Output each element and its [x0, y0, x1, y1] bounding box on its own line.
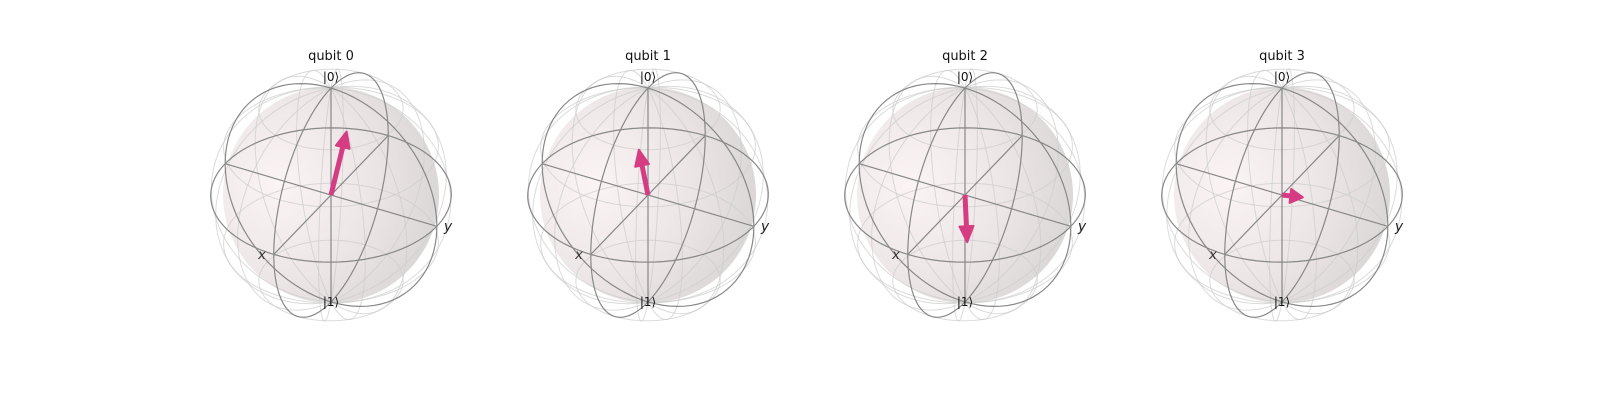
y-axis-label: y [760, 219, 770, 235]
x-axis-label: x [257, 248, 266, 263]
state-vector-shaft [639, 162, 651, 196]
state-vector-shaft [328, 144, 346, 196]
qubit-title: qubit 0 [308, 49, 354, 64]
state-vector-arrow [958, 194, 975, 244]
state-vector-head [1288, 187, 1304, 204]
state-vector-arrow [328, 130, 351, 196]
qubit-title: qubit 1 [625, 49, 671, 64]
bloch-sphere-qubit-2: qubit 2 |0⟩ |1⟩ x y [844, 49, 1087, 322]
ket-zero-label: |0⟩ [1274, 70, 1290, 84]
ket-one-label: |1⟩ [957, 295, 973, 309]
state-vector-arrow [634, 148, 651, 196]
ket-one-label: |1⟩ [1274, 295, 1290, 309]
ket-zero-label: |0⟩ [957, 70, 973, 84]
qubit-title: qubit 3 [1259, 49, 1305, 64]
x-axis-label: x [891, 248, 900, 263]
state-vector-arrow [1281, 187, 1304, 204]
qubit-title: qubit 2 [942, 49, 988, 64]
state-vector-head [334, 130, 351, 150]
y-axis-label: y [443, 219, 453, 235]
ket-one-label: |1⟩ [640, 295, 656, 309]
state-vector-head [958, 224, 975, 244]
bloch-sphere-qubit-0: qubit 0 |0⟩ |1⟩ x y [210, 49, 453, 322]
bloch-sphere-qubit-1: qubit 1 |0⟩ |1⟩ x y [527, 49, 770, 322]
x-axis-label: x [1208, 248, 1217, 263]
bloch-sphere-qubit-3: qubit 3 |0⟩ |1⟩ x y [1161, 49, 1404, 322]
y-axis-label: y [1394, 219, 1404, 235]
ket-zero-label: |0⟩ [640, 70, 656, 84]
ket-one-label: |1⟩ [323, 295, 339, 309]
y-axis-label: y [1077, 219, 1087, 235]
x-axis-label: x [574, 248, 583, 263]
state-vector-shaft [962, 194, 970, 229]
ket-zero-label: |0⟩ [323, 70, 339, 84]
sphere-frame [210, 72, 452, 318]
state-vector-head [634, 148, 650, 168]
